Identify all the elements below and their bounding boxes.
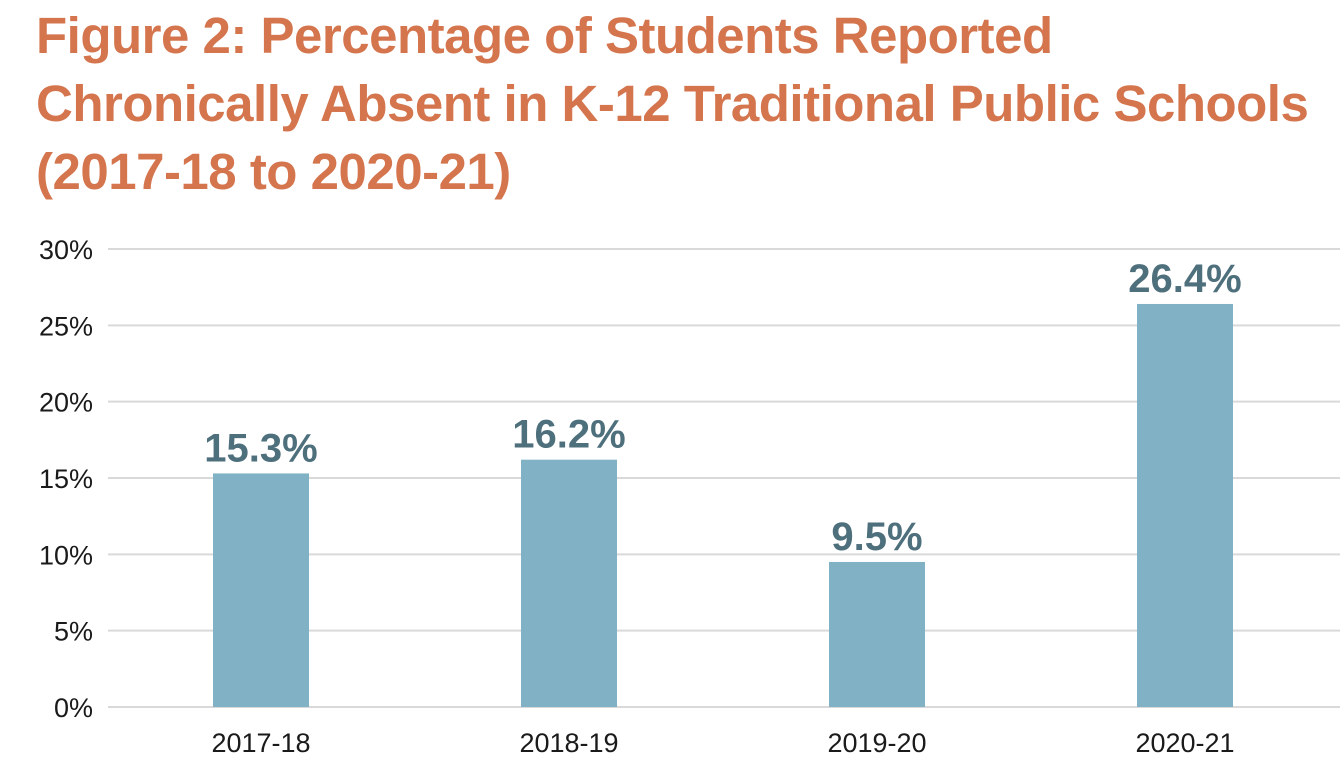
- x-tick-label-2018-19: 2018-19: [519, 728, 618, 758]
- y-tick-label: 30%: [39, 235, 93, 265]
- y-tick-label: 15%: [39, 464, 93, 494]
- x-tick-label-2017-18: 2017-18: [211, 728, 310, 758]
- gridlines: [108, 248, 1340, 708]
- data-label-2017-18: 15.3%: [204, 426, 317, 470]
- bars: [213, 303, 1233, 707]
- y-tick-label: 0%: [54, 693, 93, 723]
- y-tick-label: 20%: [39, 388, 93, 418]
- bar-2020-21: [1137, 303, 1233, 707]
- bar-2018-19: [521, 459, 617, 707]
- y-axis-ticks: 0% 5% 10% 15% 20% 25% 30%: [39, 235, 93, 723]
- y-tick-label: 5%: [54, 617, 93, 647]
- data-labels: 15.3% 16.2% 9.5% 26.4%: [204, 257, 1241, 559]
- chart-title: Figure 2: Percentage of Students Reporte…: [36, 7, 1309, 200]
- x-axis-ticks: 2017-18 2018-19 2019-20 2020-21: [211, 728, 1234, 758]
- x-tick-label-2020-21: 2020-21: [1135, 728, 1234, 758]
- data-label-2019-20: 9.5%: [831, 515, 922, 559]
- y-tick-label: 10%: [39, 540, 93, 570]
- bar-2017-18: [213, 473, 309, 707]
- data-label-2020-21: 26.4%: [1128, 257, 1241, 301]
- x-tick-label-2019-20: 2019-20: [827, 728, 926, 758]
- data-label-2018-19: 16.2%: [512, 413, 625, 457]
- bar-2019-20: [829, 561, 925, 707]
- y-tick-label: 25%: [39, 311, 93, 341]
